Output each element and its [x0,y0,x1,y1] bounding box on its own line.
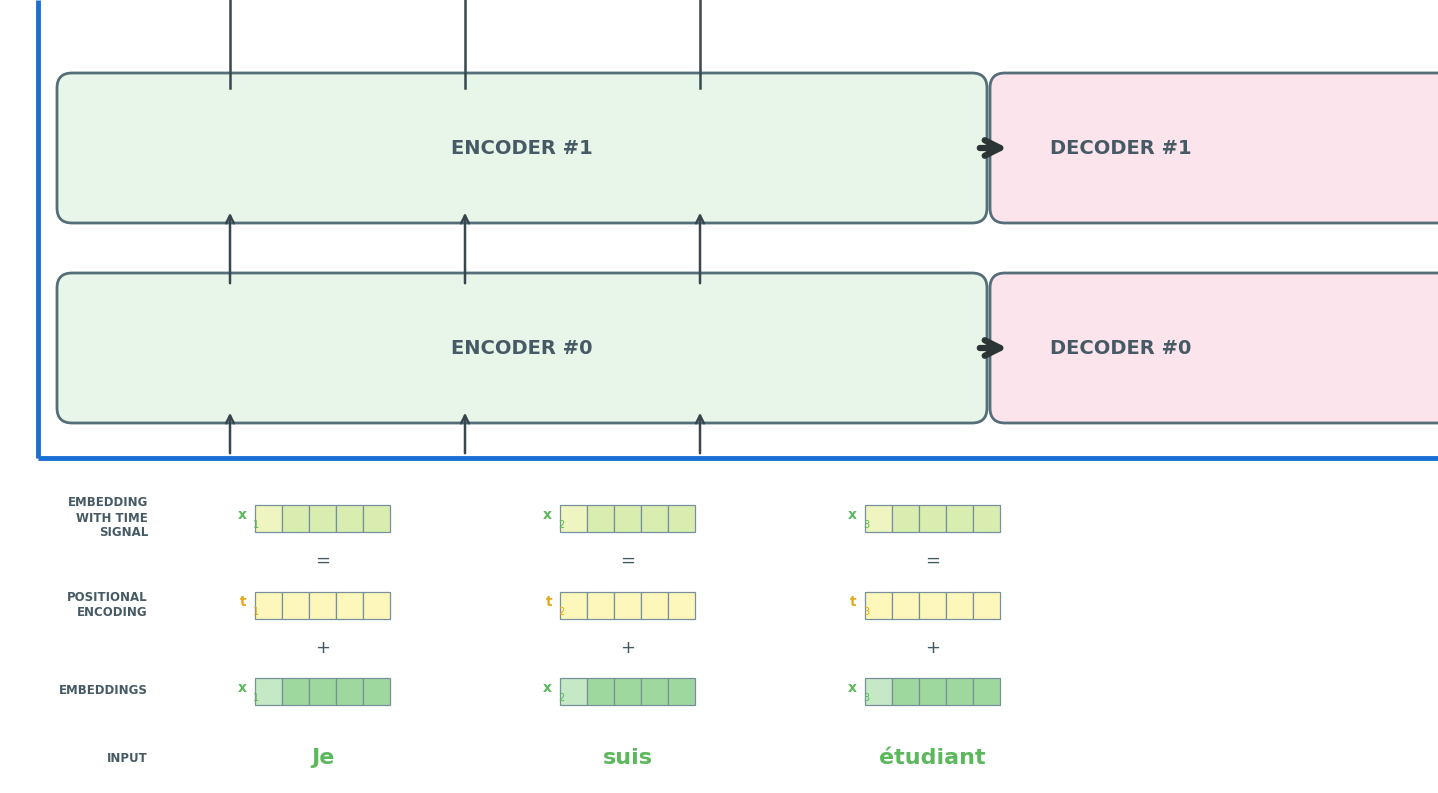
Text: suis: suis [603,748,653,768]
Bar [309,504,336,531]
Text: =: = [315,552,329,570]
Bar [282,592,309,619]
Text: 2: 2 [558,520,564,530]
Text: POSITIONAL
ENCODING: POSITIONAL ENCODING [68,591,148,619]
Bar [641,677,669,704]
Bar [974,677,999,704]
Text: =: = [925,552,940,570]
Bar [362,504,390,531]
Bar [866,592,892,619]
Text: 1: 1 [253,607,259,617]
Text: 1: 1 [253,693,259,703]
Bar [282,677,309,704]
Text: 3: 3 [863,693,869,703]
Text: 2: 2 [558,607,564,617]
Bar [892,592,919,619]
Bar [614,677,641,704]
Bar [309,677,336,704]
Bar [892,504,919,531]
Bar [974,592,999,619]
Text: x: x [239,508,247,522]
Bar [669,504,695,531]
Bar [282,504,309,531]
Bar [336,677,362,704]
Bar [946,677,974,704]
Text: x: x [848,681,857,695]
Bar [892,677,919,704]
Bar [336,592,362,619]
Bar [919,592,946,619]
Text: EMBEDDING
WITH TIME
SIGNAL: EMBEDDING WITH TIME SIGNAL [68,496,148,539]
Bar [587,592,614,619]
Bar [587,504,614,531]
Bar [255,592,282,619]
Text: DECODER #1: DECODER #1 [1050,139,1192,158]
Text: INPUT: INPUT [108,752,148,764]
Bar [866,504,892,531]
FancyBboxPatch shape [989,273,1438,423]
Bar [866,677,892,704]
Text: x: x [848,508,857,522]
Bar [946,504,974,531]
Text: t: t [240,595,247,609]
Text: x: x [544,681,552,695]
Text: 3: 3 [863,520,869,530]
Text: 1: 1 [253,520,259,530]
Bar [946,592,974,619]
Text: x: x [239,681,247,695]
Bar [919,504,946,531]
Bar [559,504,587,531]
Text: =: = [620,552,636,570]
Text: Je: Je [311,748,334,768]
Bar [587,677,614,704]
Text: t: t [850,595,857,609]
Text: +: + [925,639,940,657]
Bar [309,592,336,619]
Bar [255,677,282,704]
Text: EMBEDDINGS: EMBEDDINGS [59,684,148,698]
Bar [919,677,946,704]
FancyBboxPatch shape [58,273,986,423]
Text: ENCODER #0: ENCODER #0 [452,339,592,358]
Text: 3: 3 [863,607,869,617]
Bar [974,504,999,531]
Text: DECODER #0: DECODER #0 [1050,339,1191,358]
Text: étudiant: étudiant [879,748,986,768]
Bar [641,592,669,619]
FancyBboxPatch shape [989,73,1438,223]
Bar [614,504,641,531]
Text: t: t [545,595,552,609]
Bar [362,592,390,619]
Text: +: + [620,639,636,657]
Bar [669,677,695,704]
Bar [614,592,641,619]
Bar [669,592,695,619]
Bar [362,677,390,704]
Bar [255,504,282,531]
Text: x: x [544,508,552,522]
FancyBboxPatch shape [58,73,986,223]
Text: ENCODER #1: ENCODER #1 [452,139,592,158]
Bar [336,504,362,531]
Bar [641,504,669,531]
Bar [559,592,587,619]
Bar [559,677,587,704]
Text: +: + [315,639,329,657]
Text: 2: 2 [558,693,564,703]
